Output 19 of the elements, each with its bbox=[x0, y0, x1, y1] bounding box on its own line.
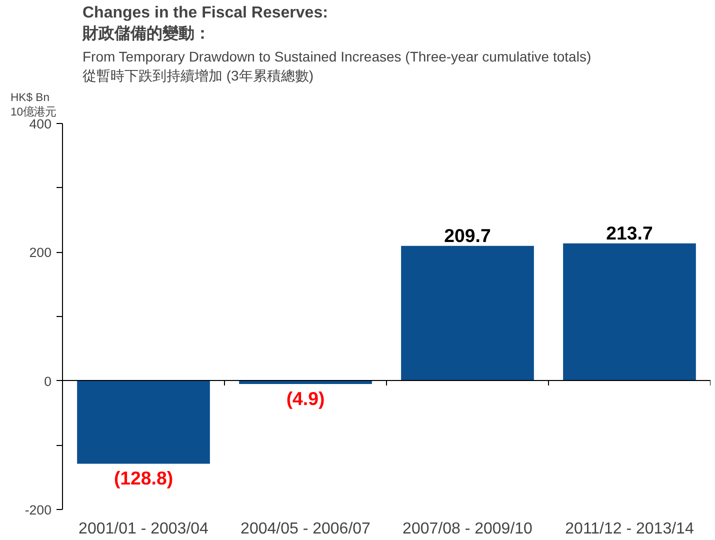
x-tick-label: 2004/05 - 2006/07 bbox=[240, 520, 371, 538]
x-tick-label: 2007/08 - 2009/10 bbox=[402, 520, 533, 538]
y-tick-label: -200 bbox=[24, 502, 52, 518]
y-axis-title: HK$ Bn 10億港元 bbox=[10, 92, 56, 118]
y-tick-label: 0 bbox=[44, 374, 52, 389]
data-label: (128.8) bbox=[114, 468, 174, 489]
data-label: 209.7 bbox=[444, 224, 491, 246]
chart-subtitle: From Temporary Drawdown to Sustained Increases (Three-year cumulative totals) 從暫時下跌到持續增加 (3年累積總數) bbox=[82, 48, 592, 84]
y-tick-label: 200 bbox=[29, 245, 52, 260]
x-tick-label: 2011/12 - 2013/14 bbox=[565, 520, 694, 538]
data-label: 213.7 bbox=[606, 222, 653, 244]
y-tick-label: 400 bbox=[29, 116, 52, 132]
bar bbox=[77, 380, 210, 464]
bar bbox=[563, 243, 696, 381]
bar bbox=[239, 380, 372, 384]
x-tick-label: 2001/01 - 2003/04 bbox=[78, 520, 209, 538]
bar bbox=[401, 246, 534, 381]
data-label: (4.9) bbox=[286, 388, 325, 409]
chart-title: Changes in the Fiscal Reserves: 財政儲備的變動： bbox=[82, 4, 328, 42]
